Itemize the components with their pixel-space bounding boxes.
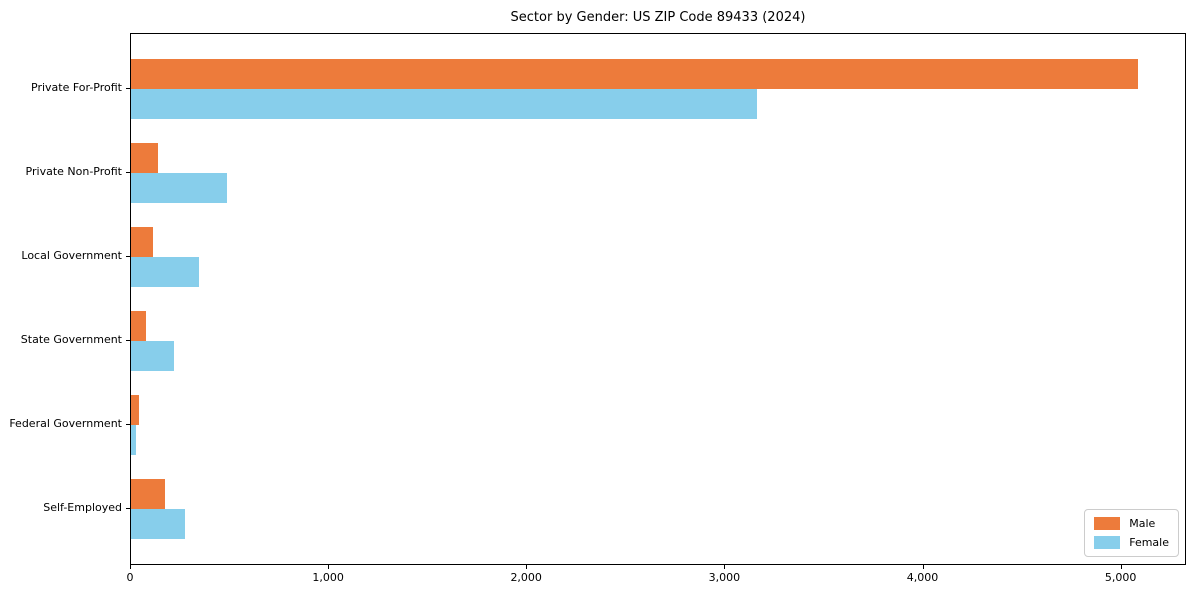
y-axis-tick (126, 340, 130, 341)
legend-swatch-male (1094, 517, 1121, 530)
y-axis-label-1: Private Non-Profit (25, 165, 122, 178)
y-axis-tick (126, 88, 130, 89)
legend-label-female: Female (1129, 536, 1169, 549)
bar-female-3 (131, 341, 174, 371)
legend-item-female: Female (1094, 536, 1169, 549)
y-axis-label-5: Self-Employed (43, 501, 122, 514)
bar-female-2 (131, 257, 200, 287)
y-axis-tick (126, 256, 130, 257)
y-axis-label-2: Local Government (21, 249, 122, 262)
bar-female-4 (131, 425, 136, 455)
legend-swatch-female (1094, 536, 1121, 549)
plot-area: Male Female (130, 33, 1186, 565)
y-axis-tick (126, 424, 130, 425)
x-axis-tick-label-2: 2,000 (510, 571, 542, 584)
x-axis-tick (526, 565, 528, 569)
y-axis-label-3: State Government (20, 333, 122, 346)
x-axis-tick-label-5: 5,000 (1104, 571, 1137, 584)
bar-male-4 (131, 395, 139, 425)
legend-label-male: Male (1129, 517, 1156, 530)
bar-male-5 (131, 479, 165, 509)
bar-female-0 (131, 89, 758, 119)
x-axis-tick-label-1: 1,000 (312, 571, 344, 584)
bar-male-3 (131, 311, 146, 341)
x-axis-tick-label-0: 0 (126, 571, 134, 584)
x-axis-tick-label-4: 4,000 (906, 571, 939, 584)
x-axis-tick (1120, 565, 1122, 569)
x-axis-tick-label-3: 3,000 (708, 571, 741, 584)
y-axis-tick (126, 508, 130, 509)
bar-male-0 (131, 59, 1138, 89)
x-axis-tick (922, 565, 924, 569)
y-axis-tick (126, 172, 130, 173)
bar-female-1 (131, 173, 228, 203)
legend-item-male: Male (1094, 517, 1169, 530)
chart-title: Sector by Gender: US ZIP Code 89433 (202… (510, 10, 806, 25)
y-axis-label-4: Federal Government (9, 417, 122, 430)
x-axis-tick (328, 565, 330, 569)
x-axis-tick (724, 565, 726, 569)
bar-male-1 (131, 143, 158, 173)
bar-female-5 (131, 509, 185, 539)
y-axis-label-0: Private For-Profit (31, 81, 122, 94)
legend: Male Female (1084, 509, 1179, 557)
x-axis-tick (130, 565, 131, 569)
bar-male-2 (131, 227, 153, 257)
bars-layer (131, 34, 1185, 564)
y-axis: Private For-Profit Private Non-Profit Loca… (0, 0, 130, 600)
